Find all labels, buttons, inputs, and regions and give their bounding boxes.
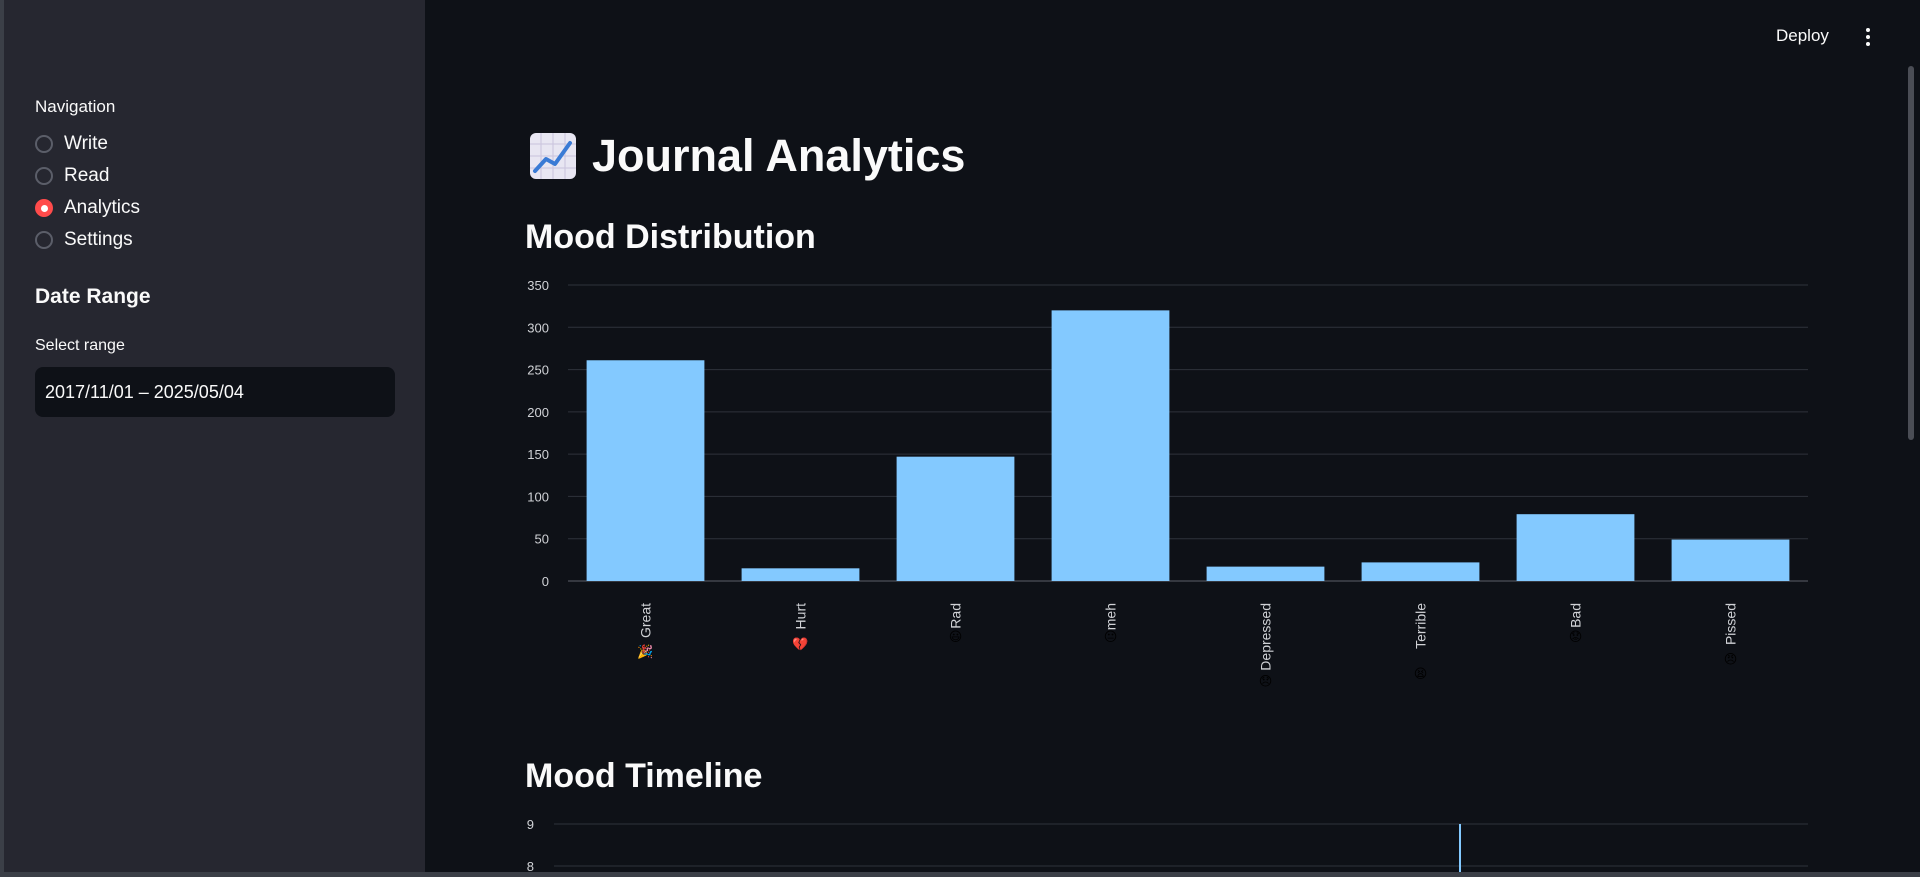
nav-option-label: Read [64, 165, 110, 186]
radio-settings[interactable] [35, 231, 53, 249]
kebab-menu-icon[interactable] [1859, 26, 1877, 48]
bar-terrible[interactable] [1361, 562, 1480, 581]
bar-hurt[interactable] [741, 568, 860, 581]
mood-emoji-icon: 😐 [1104, 629, 1118, 644]
mood-emoji-icon: 😃 [949, 629, 963, 644]
deploy-button[interactable]: Deploy [1776, 26, 1829, 45]
nav-option-write[interactable]: Write [35, 133, 108, 155]
mood-distribution-title: Mood Distribution [525, 218, 816, 256]
sidebar: Navigation Write Read Analytics Settings… [0, 0, 425, 877]
x-tick-label: Rad [948, 603, 964, 629]
x-tick-label: Pissed [1723, 603, 1739, 645]
x-tick-label: Terrible [1413, 603, 1429, 649]
mood-emoji-icon: 💔 [792, 637, 809, 652]
page-title-text: Journal Analytics [592, 130, 966, 181]
x-tick-label: Great [638, 603, 654, 638]
scrollbar[interactable] [1908, 66, 1914, 440]
nav-option-settings[interactable]: Settings [35, 229, 133, 251]
nav-option-label: Settings [64, 229, 133, 250]
date-range-value: 2017/11/01 – 2025/05/04 [45, 381, 244, 402]
bar-great[interactable] [586, 360, 705, 581]
y-tick-label: 0 [542, 574, 549, 589]
radio-analytics[interactable] [35, 199, 53, 217]
select-range-label: Select range [35, 337, 125, 354]
date-range-heading: Date Range [35, 285, 151, 308]
nav-option-analytics[interactable]: Analytics [35, 197, 140, 219]
mood-timeline-chart: 89 [527, 817, 1808, 872]
mood-emoji-icon: 😞 [1259, 674, 1273, 689]
mood-distribution-chart: 0 50 100 150 200 250 300 350 Great 🎉 Hurt 💔 Rad😃 meh😐… [527, 278, 1808, 689]
radio-write[interactable] [35, 135, 53, 153]
y-tick-label: 100 [527, 489, 549, 504]
radio-read[interactable] [35, 167, 53, 185]
bar-pissed[interactable] [1671, 539, 1790, 581]
y-tick-label: 8 [527, 859, 534, 872]
x-tick-label: Hurt [793, 603, 809, 630]
y-tick-label: 350 [527, 278, 549, 293]
nav-option-label: Analytics [64, 197, 141, 218]
mood-emoji-icon: 😟 [1569, 629, 1583, 644]
y-tick-label: 150 [527, 447, 549, 462]
bar-depressed[interactable] [1206, 566, 1325, 581]
bar-rad[interactable] [896, 456, 1015, 581]
y-tick-label: 200 [527, 405, 549, 420]
x-tick-label: meh [1103, 603, 1119, 630]
x-tick-label: Bad [1568, 603, 1584, 628]
nav-option-read[interactable]: Read [35, 165, 109, 187]
mood-timeline-title: Mood Timeline [525, 757, 763, 795]
bar-meh[interactable] [1051, 310, 1170, 581]
mood-emoji-icon: 😫 [1414, 666, 1428, 681]
date-range-input[interactable]: 2017/11/01 – 2025/05/04 [35, 367, 395, 417]
chart-increasing-icon [530, 133, 576, 179]
nav-option-label: Write [64, 133, 108, 154]
navigation-label: Navigation [35, 97, 116, 116]
mood-emoji-icon: 🎉 [637, 644, 653, 660]
y-tick-label: 300 [527, 320, 549, 335]
bar-bad[interactable] [1516, 514, 1635, 581]
y-tick-label: 50 [535, 532, 549, 547]
mood-emoji-icon: 😠 [1724, 651, 1738, 666]
y-tick-label: 9 [527, 817, 534, 832]
x-tick-label: Depressed [1258, 603, 1274, 671]
page-title: Journal Analytics [530, 130, 965, 182]
y-tick-label: 250 [527, 363, 549, 378]
